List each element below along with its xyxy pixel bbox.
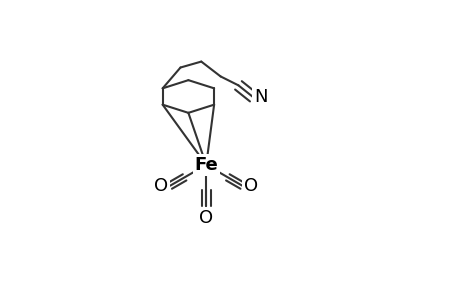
Text: O: O	[199, 209, 213, 227]
Text: O: O	[154, 177, 168, 195]
Text: Fe: Fe	[194, 156, 218, 174]
Text: N: N	[253, 88, 267, 106]
Text: O: O	[244, 177, 257, 195]
